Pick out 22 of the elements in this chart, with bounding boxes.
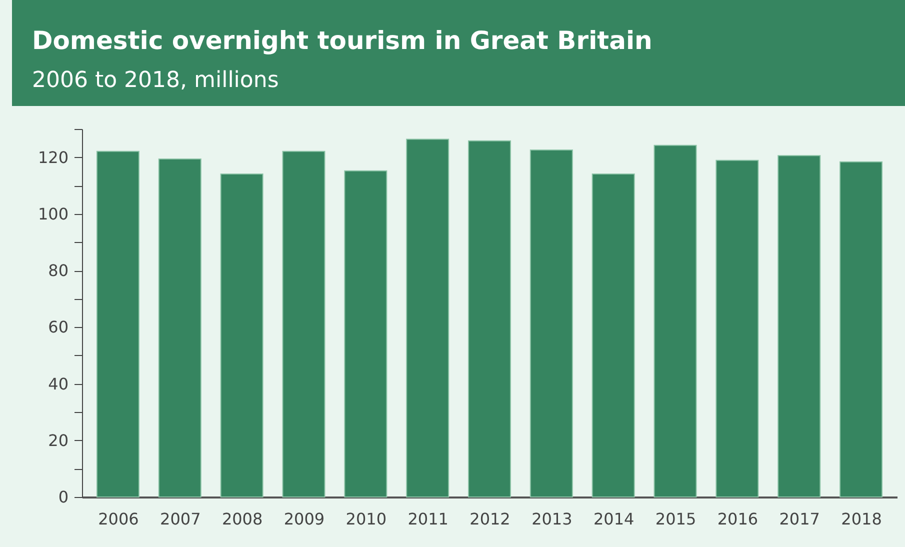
y-tick-label: 80 xyxy=(48,261,68,280)
y-tick-label: 120 xyxy=(38,148,68,167)
x-tick-label: 2011 xyxy=(408,510,448,528)
x-tick-label: 2018 xyxy=(841,510,882,528)
y-tick-label: 0 xyxy=(58,488,68,506)
x-tick-label: 2008 xyxy=(222,510,263,528)
chart-subtitle: 2006 to 2018, millions xyxy=(32,68,279,93)
y-tick-label: 20 xyxy=(48,430,68,450)
x-tick-label: 2010 xyxy=(346,510,387,528)
x-tick-label: 2015 xyxy=(655,510,696,528)
x-tick-label: 2009 xyxy=(284,510,325,528)
x-tick-label: 2012 xyxy=(470,510,510,528)
x-tick-label: 2006 xyxy=(98,510,139,528)
y-tick-label: 100 xyxy=(38,204,68,224)
y-tick-label: 60 xyxy=(48,318,68,337)
x-tick-label: 2016 xyxy=(717,510,758,528)
x-tick-label: 2007 xyxy=(160,510,201,528)
y-tick-label: 40 xyxy=(48,374,68,394)
x-tick-label: 2014 xyxy=(593,510,634,528)
x-tick-label: 2017 xyxy=(779,510,820,528)
x-tick-label: 2013 xyxy=(532,510,572,528)
chart-title: Domestic overnight tourism in Great Britain xyxy=(32,26,652,55)
